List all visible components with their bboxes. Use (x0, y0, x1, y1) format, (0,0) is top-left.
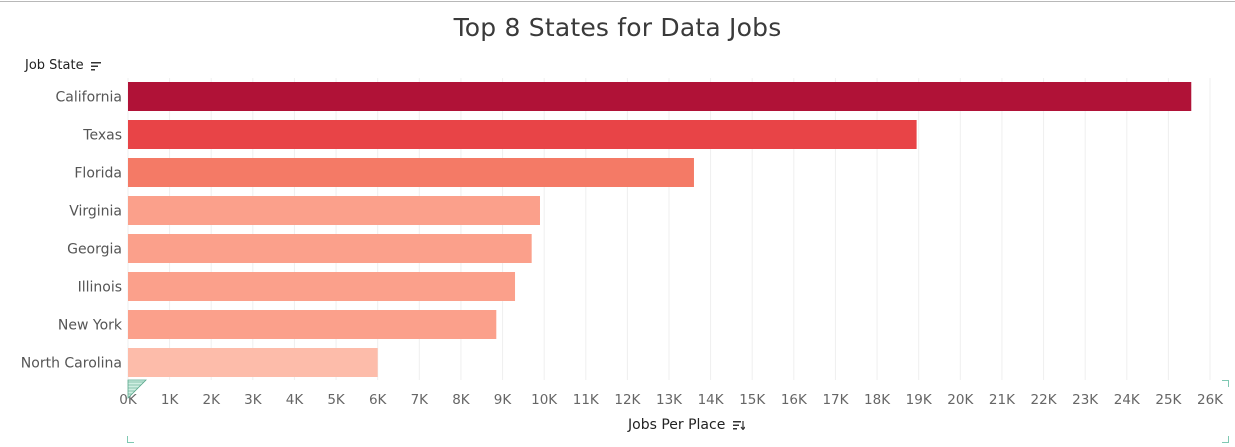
x-tick-label: 19K (906, 392, 933, 408)
selection-corner (127, 436, 134, 443)
category-label[interactable]: Illinois (78, 280, 122, 296)
x-tick-label: 6K (369, 392, 388, 408)
x-tick-label: 11K (573, 392, 600, 408)
x-tick-label: 24K (1114, 392, 1141, 408)
category-label[interactable]: Florida (74, 166, 122, 182)
selection-corner (1222, 380, 1229, 387)
bar-virginia[interactable] (128, 196, 540, 225)
x-tick-label: 21K (989, 392, 1016, 408)
x-tick-label: 18K (864, 392, 891, 408)
x-axis-title: Jobs Per Place (628, 417, 726, 433)
sort-icon[interactable] (90, 61, 102, 71)
x-tick-label: 9K (494, 392, 513, 408)
bar-georgia[interactable] (128, 234, 532, 263)
top-border (0, 1, 1235, 2)
sort-icon[interactable] (732, 420, 745, 430)
selection-corner (1222, 436, 1229, 443)
x-tick-label: 23K (1072, 392, 1099, 408)
category-label[interactable]: California (56, 90, 122, 106)
x-tick-label: 0K (119, 392, 138, 408)
category-label[interactable]: North Carolina (21, 356, 122, 372)
x-tick-label: 4K (286, 392, 305, 408)
axis-origin-marker (127, 379, 147, 399)
x-tick-label: 16K (781, 392, 808, 408)
x-tick-label: 5K (327, 392, 346, 408)
x-tick-label: 13K (656, 392, 683, 408)
x-tick-label: 14K (698, 392, 725, 408)
category-label[interactable]: New York (58, 318, 123, 334)
bars (128, 82, 1192, 377)
bar-new-york[interactable] (128, 310, 497, 339)
bar-texas[interactable] (128, 120, 917, 149)
category-labels: California Texas Florida Virginia Georgia Ill… (21, 90, 123, 372)
category-label[interactable]: Georgia (67, 242, 122, 258)
x-tick-label: 8K (452, 392, 471, 408)
x-tick-label: 15K (739, 392, 766, 408)
x-tick-label: 17K (822, 392, 849, 408)
bar-california[interactable] (128, 82, 1192, 111)
x-tick-label: 7K (411, 392, 430, 408)
chart-title: Top 8 States for Data Jobs (453, 13, 782, 42)
category-label[interactable]: Texas (82, 128, 122, 144)
bar-north-carolina[interactable] (128, 348, 378, 377)
x-tick-label: 10K (531, 392, 558, 408)
x-tick-label: 25K (1155, 392, 1182, 408)
x-tick-label: 2K (203, 392, 222, 408)
x-tick-label: 26K (1197, 392, 1224, 408)
x-tick-label: 20K (947, 392, 974, 408)
x-tick-label: 1K (161, 392, 180, 408)
category-label[interactable]: Virginia (69, 204, 122, 220)
x-axis-header[interactable]: Jobs Per Place (628, 417, 745, 433)
x-tick-label: 12K (614, 392, 641, 408)
x-tick-label: 22K (1031, 392, 1058, 408)
y-axis-header[interactable]: Job State (25, 58, 102, 73)
bar-florida[interactable] (128, 158, 694, 187)
axis-origin-marker (127, 379, 147, 399)
x-tick-label: 3K (244, 392, 263, 408)
bar-illinois[interactable] (128, 272, 516, 301)
x-axis-ticks: 0K 1K 2K 3K 4K 5K 6K 7K 8K 9K 10K 11K 12K 13K 14K 15K 16… (119, 392, 1224, 408)
y-axis-title: Job State (25, 58, 84, 73)
